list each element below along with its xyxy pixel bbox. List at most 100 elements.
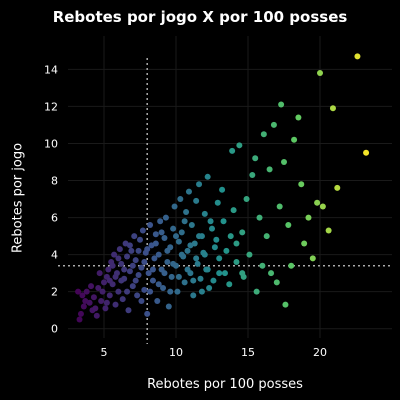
grid-lines xyxy=(68,36,392,338)
data-point xyxy=(158,229,165,236)
data-point xyxy=(198,288,205,295)
data-point xyxy=(227,233,234,240)
data-point xyxy=(270,121,277,128)
data-point xyxy=(111,251,118,258)
data-point xyxy=(106,292,113,299)
data-point xyxy=(124,253,131,260)
data-point xyxy=(220,218,227,225)
data-point xyxy=(173,233,179,240)
data-point xyxy=(174,288,181,295)
data-point xyxy=(239,229,246,236)
data-point xyxy=(99,288,106,295)
tick-labels: 5 10 15 20 0 2 4 6 8 10 12 14 xyxy=(44,63,327,359)
data-point xyxy=(171,203,178,210)
data-point xyxy=(175,273,182,280)
data-point xyxy=(223,247,230,254)
x-tick-label: 10 xyxy=(169,346,183,359)
data-point xyxy=(145,270,152,277)
data-point xyxy=(147,221,154,228)
data-point xyxy=(141,259,148,266)
data-point xyxy=(190,292,197,299)
data-point xyxy=(75,288,82,295)
data-point xyxy=(149,277,156,284)
data-point xyxy=(305,214,312,221)
data-point xyxy=(124,288,131,295)
data-point xyxy=(115,288,122,295)
data-point xyxy=(101,279,107,286)
y-tick-label: 12 xyxy=(44,100,58,113)
data-point xyxy=(317,70,323,77)
data-point xyxy=(226,281,233,288)
data-point xyxy=(193,255,200,262)
data-point xyxy=(185,188,192,195)
y-tick-label: 2 xyxy=(51,286,58,299)
data-point xyxy=(135,247,142,254)
data-point xyxy=(134,292,141,299)
data-point xyxy=(155,251,162,258)
data-point xyxy=(112,301,119,308)
data-point xyxy=(138,264,145,271)
data-point xyxy=(210,277,217,284)
data-point xyxy=(115,255,122,262)
data-point xyxy=(183,209,190,216)
data-point xyxy=(175,238,182,245)
data-point xyxy=(144,246,151,253)
data-point xyxy=(246,251,253,258)
y-tick-label: 8 xyxy=(51,175,58,188)
data-point xyxy=(126,268,133,275)
data-point xyxy=(152,240,159,247)
x-tick-label: 15 xyxy=(241,346,255,359)
data-point xyxy=(233,240,240,247)
data-point xyxy=(167,288,174,295)
data-point xyxy=(273,279,280,286)
data-point xyxy=(187,242,194,249)
data-point xyxy=(259,262,266,269)
data-point xyxy=(363,149,370,156)
data-point xyxy=(329,105,336,112)
data-point xyxy=(144,310,151,317)
data-point xyxy=(219,186,226,193)
data-point xyxy=(288,262,295,269)
data-point xyxy=(282,301,289,308)
data-point xyxy=(178,251,185,258)
data-point xyxy=(301,240,308,247)
data-point xyxy=(125,307,132,314)
data-point xyxy=(263,233,270,240)
data-point xyxy=(229,147,236,154)
data-point xyxy=(181,218,188,225)
data-point xyxy=(319,203,326,210)
data-point xyxy=(168,273,175,280)
data-point xyxy=(204,173,211,180)
data-point xyxy=(151,255,158,262)
data-point xyxy=(155,281,162,288)
data-point xyxy=(132,277,139,284)
data-point xyxy=(126,242,133,249)
data-point xyxy=(184,247,191,254)
data-point xyxy=(325,227,332,234)
data-point xyxy=(194,260,201,267)
data-point xyxy=(76,316,83,323)
data-point xyxy=(80,303,87,310)
data-point xyxy=(249,171,256,178)
y-tick-label: 10 xyxy=(44,137,58,150)
data-point xyxy=(256,214,263,221)
data-point xyxy=(118,277,125,284)
data-point xyxy=(201,210,208,217)
data-point xyxy=(285,221,292,228)
data-point xyxy=(334,184,341,191)
data-point xyxy=(291,136,298,143)
data-point xyxy=(161,234,168,241)
data-point xyxy=(268,270,275,277)
data-point xyxy=(103,299,110,306)
data-point xyxy=(132,257,139,264)
data-point xyxy=(221,270,228,277)
data-point xyxy=(354,53,361,60)
data-point xyxy=(178,229,185,236)
chart-title: Rebotes por jogo X por 100 posses xyxy=(52,8,348,26)
data-point xyxy=(276,203,283,210)
data-point xyxy=(216,270,223,277)
data-point xyxy=(314,199,321,206)
data-point xyxy=(204,266,211,273)
data-point xyxy=(295,114,302,121)
data-point xyxy=(193,197,200,204)
